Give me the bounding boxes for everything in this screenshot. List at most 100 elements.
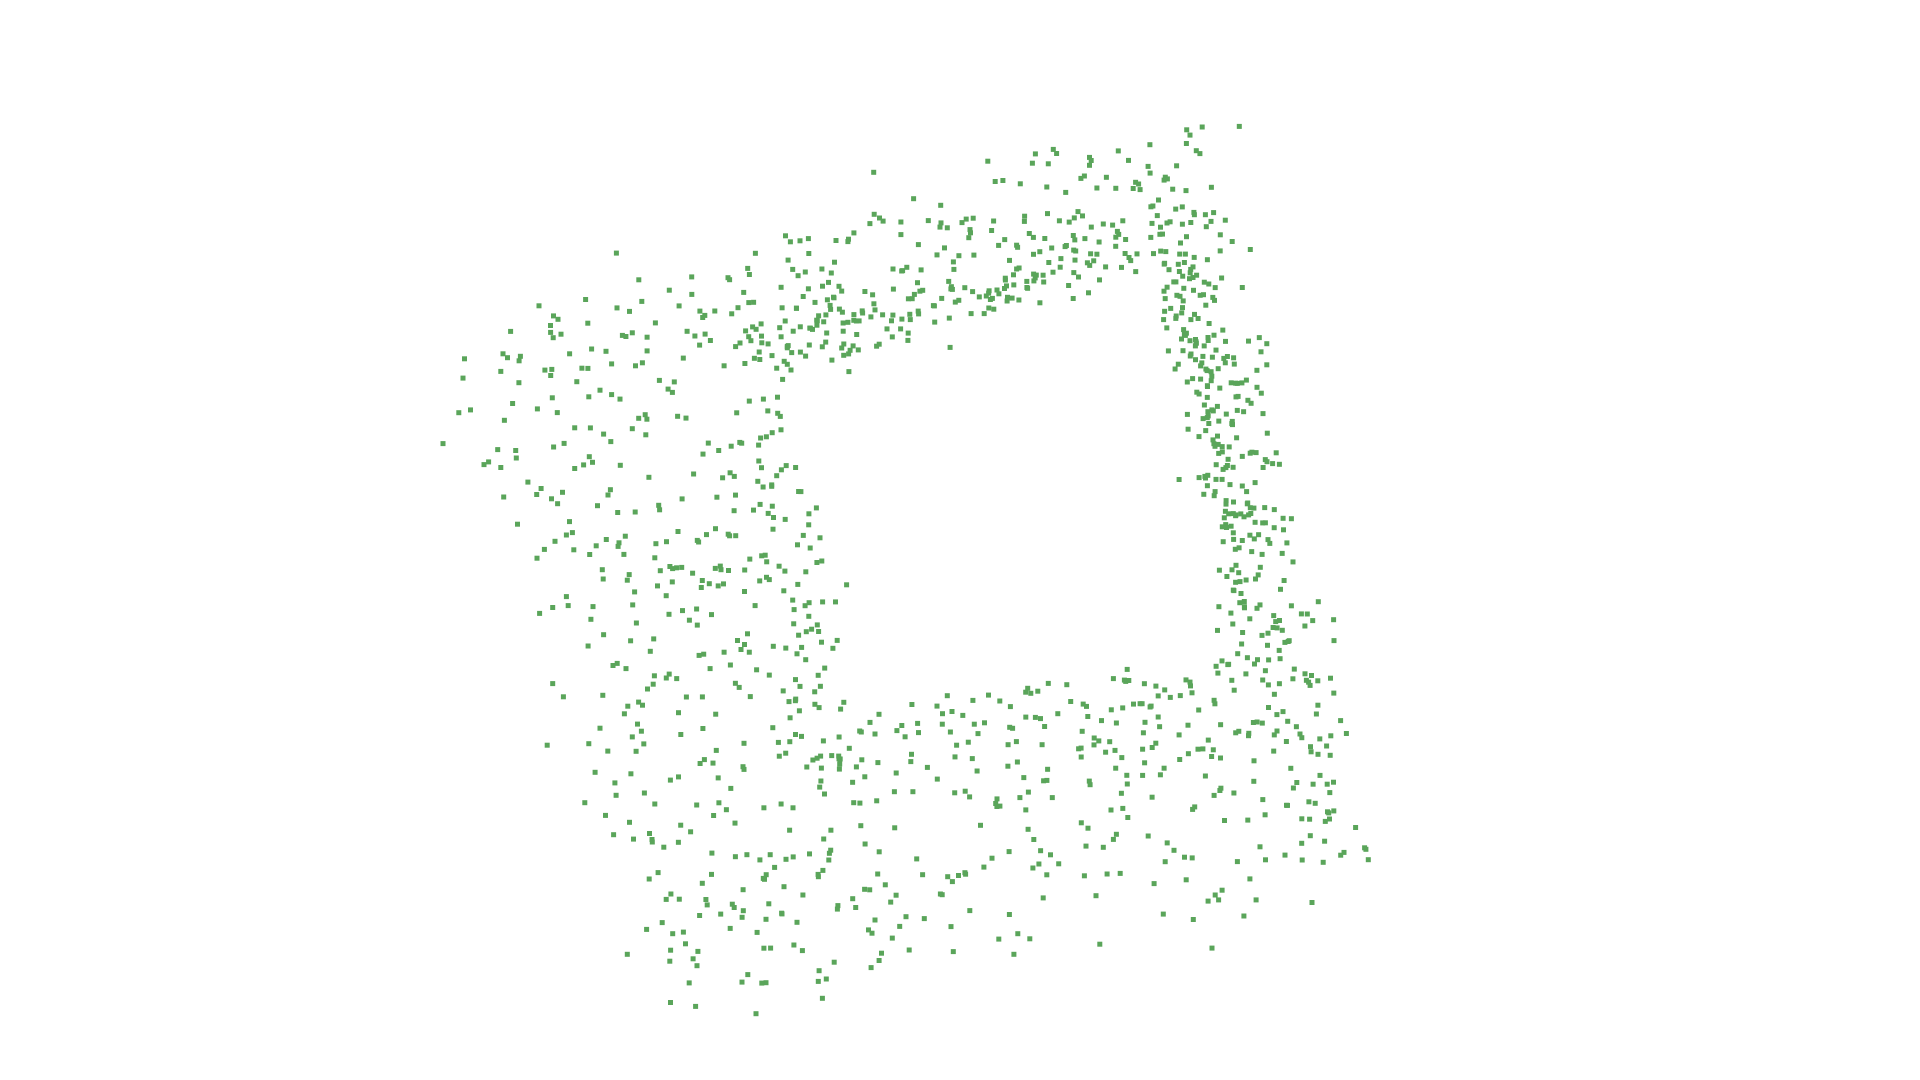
point-marker — [875, 760, 881, 766]
point-marker — [1317, 772, 1323, 778]
point-marker — [746, 398, 752, 404]
point-marker — [675, 839, 681, 845]
point-marker — [542, 367, 548, 373]
point-marker — [1331, 690, 1337, 696]
point-marker — [1258, 349, 1264, 355]
point-marker — [1256, 532, 1262, 538]
point-marker — [1245, 817, 1251, 823]
point-marker — [699, 880, 705, 886]
point-marker — [1215, 441, 1221, 447]
point-marker — [727, 470, 733, 476]
point-marker — [608, 439, 614, 445]
point-marker — [468, 407, 473, 413]
point-marker — [1233, 562, 1239, 568]
point-marker — [819, 639, 824, 645]
point-marker — [1185, 426, 1191, 432]
point-marker — [838, 706, 844, 712]
point-marker — [900, 268, 906, 274]
point-marker — [844, 582, 850, 588]
point-marker — [802, 269, 808, 275]
point-marker — [1079, 728, 1085, 734]
point-marker — [583, 297, 589, 302]
point-marker — [1306, 799, 1312, 805]
point-marker — [1181, 260, 1187, 265]
point-marker — [656, 377, 662, 383]
point-marker — [611, 832, 617, 838]
point-marker — [674, 676, 680, 682]
point-marker — [872, 307, 878, 313]
point-marker — [985, 158, 991, 164]
point-marker — [534, 492, 540, 497]
point-marker — [1161, 261, 1167, 267]
point-marker — [589, 346, 595, 352]
point-marker — [1282, 852, 1288, 858]
point-marker — [1113, 831, 1119, 837]
point-marker — [1343, 731, 1349, 736]
point-marker — [956, 873, 961, 878]
point-marker — [1119, 755, 1125, 761]
point-marker — [1176, 732, 1182, 738]
point-marker — [663, 675, 669, 681]
point-marker — [666, 611, 672, 617]
point-marker — [1239, 453, 1245, 459]
point-marker — [733, 344, 739, 350]
point-marker — [1215, 366, 1221, 372]
point-marker — [1066, 219, 1072, 225]
point-marker — [996, 242, 1002, 248]
point-marker — [771, 515, 776, 520]
point-marker — [1151, 881, 1157, 887]
point-marker — [1180, 348, 1186, 354]
point-marker — [692, 333, 698, 339]
point-marker — [1310, 618, 1316, 624]
point-marker — [807, 545, 813, 551]
point-marker — [1149, 745, 1155, 750]
point-marker — [1258, 390, 1264, 396]
point-marker — [1203, 366, 1209, 372]
point-marker — [1184, 234, 1189, 240]
point-marker — [1078, 820, 1084, 826]
point-marker — [829, 753, 835, 759]
point-marker — [1206, 421, 1212, 426]
point-marker — [1217, 248, 1223, 254]
point-marker — [1230, 621, 1236, 627]
point-marker — [1170, 186, 1176, 192]
point-marker — [667, 564, 673, 569]
point-marker — [1310, 781, 1316, 787]
point-marker — [810, 757, 816, 763]
point-marker — [1265, 630, 1271, 636]
point-marker — [510, 401, 516, 406]
point-marker — [826, 850, 832, 856]
point-marker — [1290, 559, 1296, 565]
point-marker — [1212, 285, 1218, 291]
point-marker — [713, 747, 719, 753]
point-marker — [1265, 642, 1270, 648]
point-marker — [636, 415, 642, 421]
point-marker — [1126, 157, 1131, 163]
point-marker — [851, 800, 857, 806]
point-marker — [1223, 465, 1229, 471]
point-marker — [1164, 284, 1170, 290]
point-marker — [1087, 782, 1093, 788]
point-marker — [1216, 604, 1222, 610]
point-marker — [657, 568, 663, 574]
point-marker — [716, 448, 722, 453]
point-marker — [916, 730, 921, 736]
point-marker — [776, 753, 782, 759]
point-marker — [762, 876, 767, 882]
point-marker — [786, 699, 792, 705]
point-marker — [780, 688, 786, 694]
point-marker — [1293, 724, 1299, 730]
point-marker — [689, 274, 695, 280]
point-marker — [1271, 748, 1277, 754]
point-marker — [705, 440, 711, 446]
point-marker — [745, 631, 750, 637]
point-marker — [1286, 638, 1292, 644]
point-marker — [907, 317, 913, 323]
point-marker — [770, 643, 776, 649]
point-marker — [710, 760, 716, 766]
point-marker — [932, 319, 938, 325]
point-marker — [862, 774, 868, 780]
point-marker — [1011, 951, 1017, 957]
point-marker — [1181, 285, 1187, 291]
